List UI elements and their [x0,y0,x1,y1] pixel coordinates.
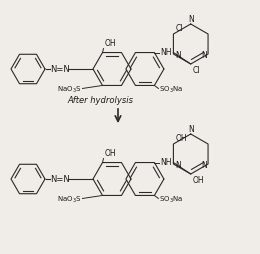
Text: Cl: Cl [176,24,183,33]
Text: OH: OH [105,148,116,157]
Text: N: N [201,50,206,59]
Text: OH: OH [176,133,187,142]
Text: N: N [201,160,206,169]
Text: Cl: Cl [193,66,200,75]
Text: N: N [175,50,181,59]
Text: After hydrolysis: After hydrolysis [67,96,133,105]
Text: NaO$_3$S: NaO$_3$S [57,194,81,204]
Text: NaO$_3$S: NaO$_3$S [57,84,81,94]
Text: NH: NH [160,157,172,166]
Text: OH: OH [105,38,116,47]
Text: SO$_3$Na: SO$_3$Na [159,84,184,94]
Text: SO$_3$Na: SO$_3$Na [159,194,184,204]
Text: NH: NH [160,48,172,57]
Text: N: N [188,14,194,23]
Text: N=N: N=N [50,175,70,184]
Text: N: N [175,160,181,169]
Text: N=N: N=N [50,65,70,74]
Text: N: N [188,124,194,133]
Text: OH: OH [193,175,204,184]
